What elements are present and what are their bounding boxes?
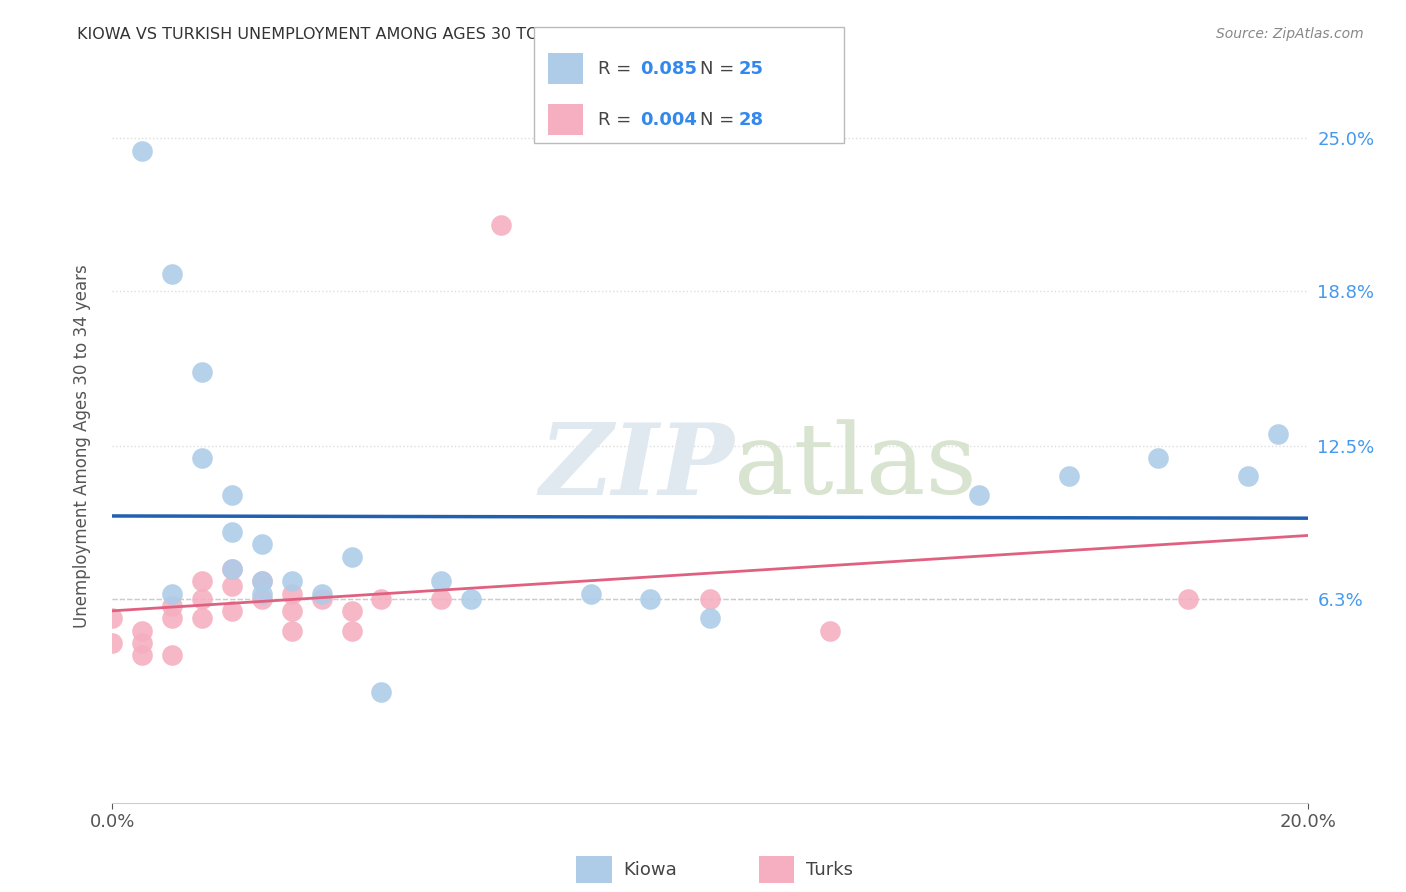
Point xyxy=(340,624,363,638)
Text: 0.004: 0.004 xyxy=(640,111,696,128)
Point xyxy=(1147,451,1170,466)
Text: Source: ZipAtlas.com: Source: ZipAtlas.com xyxy=(1216,27,1364,41)
Point xyxy=(1177,591,1199,606)
Text: R =: R = xyxy=(598,60,637,78)
Point xyxy=(101,611,124,625)
Point xyxy=(221,562,243,576)
Point xyxy=(191,365,214,379)
Point xyxy=(162,648,183,662)
Point xyxy=(281,604,304,618)
Point xyxy=(489,218,512,232)
Point xyxy=(1057,468,1080,483)
Point xyxy=(191,611,214,625)
Point xyxy=(162,587,183,601)
Text: N =: N = xyxy=(700,60,740,78)
Point xyxy=(699,611,721,625)
Y-axis label: Unemployment Among Ages 30 to 34 years: Unemployment Among Ages 30 to 34 years xyxy=(73,264,91,628)
Text: 0.085: 0.085 xyxy=(640,60,697,78)
Point xyxy=(967,488,990,502)
Point xyxy=(131,636,153,650)
Point xyxy=(430,591,453,606)
Point xyxy=(281,574,304,589)
Point xyxy=(281,624,304,638)
Point xyxy=(162,599,183,613)
Point xyxy=(221,488,243,502)
Point xyxy=(191,591,214,606)
Point xyxy=(250,574,273,589)
Point xyxy=(640,591,662,606)
Text: 28: 28 xyxy=(738,111,763,128)
Point xyxy=(191,451,214,466)
Point xyxy=(1237,468,1260,483)
Point xyxy=(340,604,363,618)
Point xyxy=(311,591,333,606)
Point xyxy=(818,624,841,638)
Text: Kiowa: Kiowa xyxy=(623,861,676,879)
Point xyxy=(131,144,153,158)
Point xyxy=(162,267,183,281)
Point xyxy=(131,648,153,662)
Point xyxy=(162,611,183,625)
Point xyxy=(131,624,153,638)
Point xyxy=(221,525,243,540)
Point xyxy=(579,587,602,601)
Point xyxy=(370,685,392,699)
Point xyxy=(221,604,243,618)
Text: KIOWA VS TURKISH UNEMPLOYMENT AMONG AGES 30 TO 34 YEARS CORRELATION CHART: KIOWA VS TURKISH UNEMPLOYMENT AMONG AGES… xyxy=(77,27,800,42)
Point xyxy=(460,591,482,606)
Point xyxy=(430,574,453,589)
Point xyxy=(311,587,333,601)
Text: atlas: atlas xyxy=(734,419,977,516)
Point xyxy=(370,591,392,606)
Point xyxy=(250,574,273,589)
Point xyxy=(191,574,214,589)
Point xyxy=(250,537,273,551)
Point xyxy=(250,591,273,606)
Point xyxy=(101,636,124,650)
Text: 25: 25 xyxy=(738,60,763,78)
Point xyxy=(699,591,721,606)
Point xyxy=(221,562,243,576)
Point xyxy=(221,579,243,593)
Point xyxy=(340,549,363,564)
Point xyxy=(250,587,273,601)
Text: Turks: Turks xyxy=(806,861,852,879)
Text: N =: N = xyxy=(700,111,740,128)
Text: ZIP: ZIP xyxy=(538,419,734,516)
Text: R =: R = xyxy=(598,111,637,128)
Point xyxy=(281,587,304,601)
Point xyxy=(1267,426,1289,441)
